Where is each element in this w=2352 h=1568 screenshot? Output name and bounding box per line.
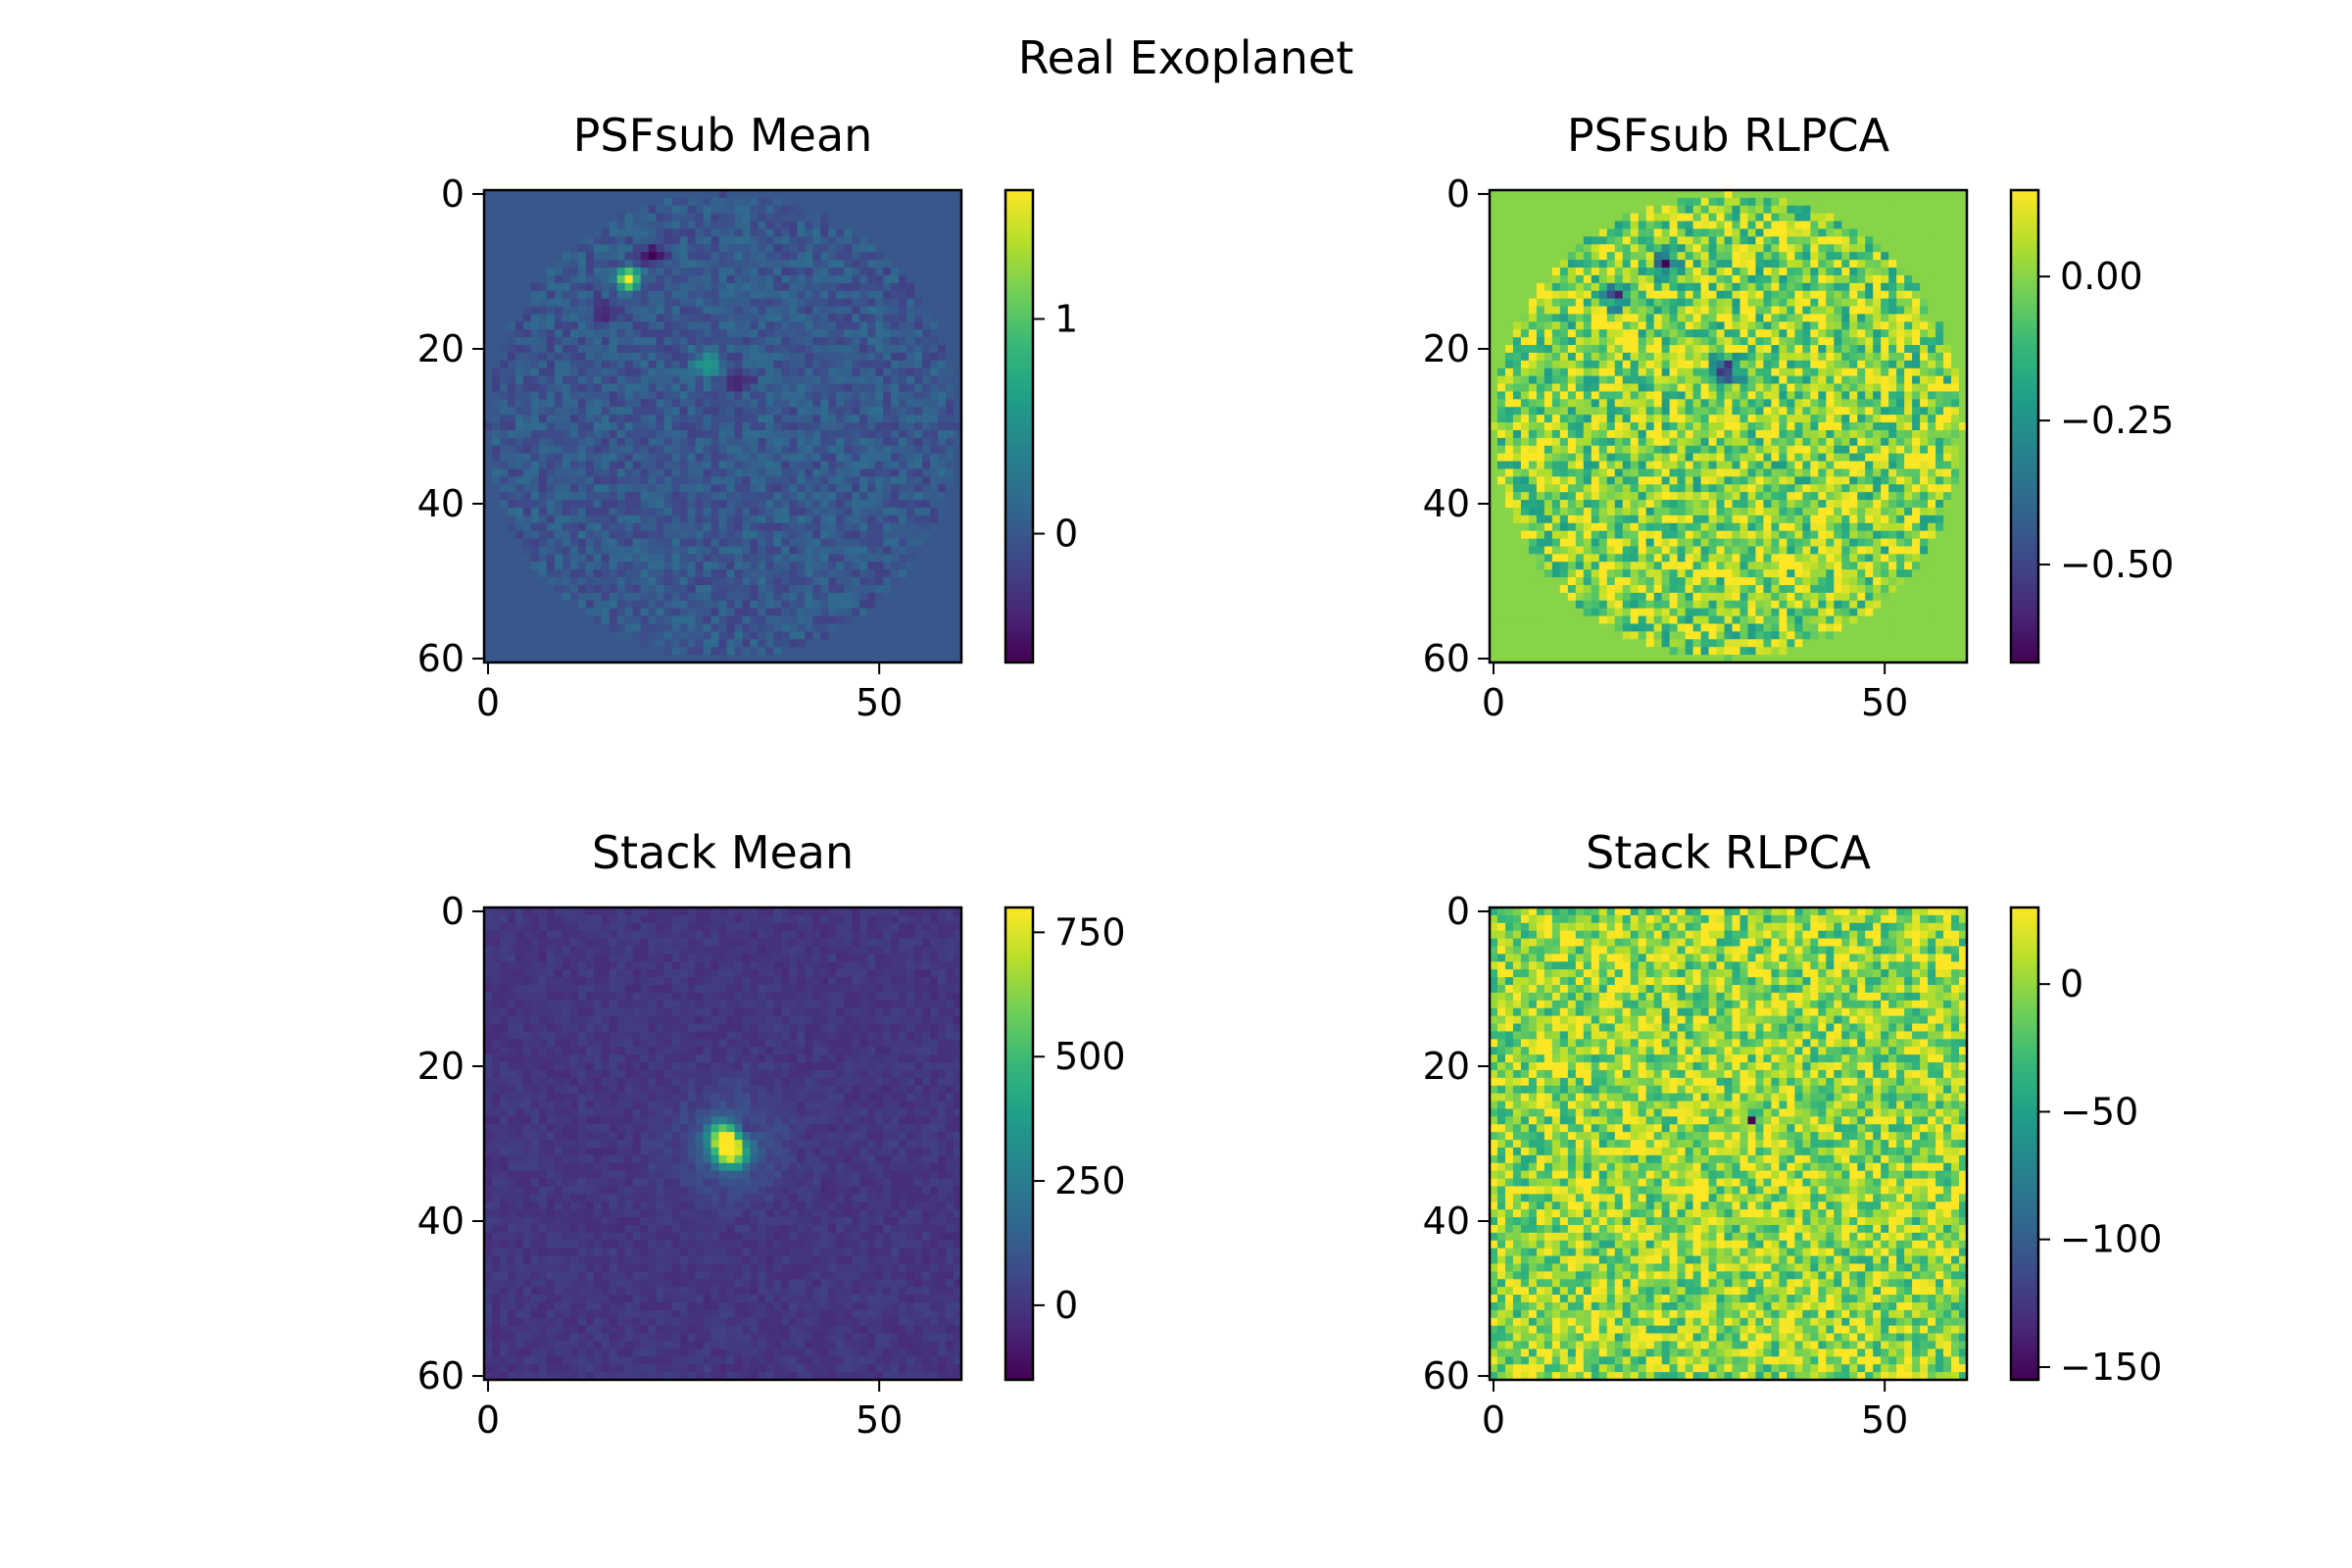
panel-title: Stack Mean: [592, 826, 854, 879]
panel-title: PSFsub Mean: [573, 109, 873, 162]
y-tick-label: 20: [1423, 327, 1470, 370]
x-tick-label: 50: [856, 1398, 903, 1442]
colorbar-tick-label: 0: [1054, 1284, 1078, 1327]
y-tick-label: 40: [1423, 1200, 1470, 1243]
x-tick-label: 0: [476, 1398, 500, 1442]
heatmap-image: [484, 190, 962, 663]
axes-frame: [1488, 906, 1969, 1382]
colorbar-tick-label: 0: [2060, 962, 2083, 1005]
colorbar-tick-label: 0.00: [2060, 255, 2143, 298]
panel-4: Stack RLPCA 0 50 0 20 40 60 0 −50 −100 −150: [1423, 826, 2163, 1442]
colorbar-tick-label: −150: [2060, 1346, 2162, 1389]
x-tick-label: 50: [1861, 681, 1908, 724]
colorbar-tick-label: −0.50: [2060, 543, 2174, 586]
heatmap-image: [1490, 190, 1968, 663]
y-tick-label: 0: [1446, 172, 1470, 216]
colorbar-frame: [2009, 188, 2040, 664]
colorbar: 0 −50 −100 −150: [2009, 906, 2162, 1389]
y-tick-label: 0: [441, 890, 465, 933]
colorbar-tick-label: 1: [1054, 297, 1078, 340]
y-tick-label: 60: [1423, 637, 1470, 680]
colorbar: 01: [1004, 188, 1078, 664]
x-tick-label: 0: [1482, 681, 1505, 724]
axes-frame: [482, 906, 963, 1382]
x-tick-label: 50: [1861, 1398, 1908, 1442]
heatmap-image: [1490, 907, 1968, 1381]
colorbar-frame: [2009, 906, 2040, 1382]
axes-frame: [1488, 188, 1969, 664]
colorbar: 0 250 500 750: [1004, 906, 1126, 1382]
colorbar-tick-label: −50: [2060, 1090, 2138, 1133]
colorbar-frame: [1004, 906, 1035, 1382]
y-tick-label: 60: [1423, 1354, 1470, 1397]
colorbar-tick-label: −0.25: [2060, 399, 2174, 442]
colorbar-tick-label: 250: [1054, 1159, 1126, 1202]
x-tick-label: 0: [1482, 1398, 1505, 1442]
colorbar-tick-label: 750: [1054, 910, 1126, 954]
y-tick-label: 20: [417, 327, 465, 370]
y-tick-label: 60: [417, 637, 465, 680]
panel-title: PSFsub RLPCA: [1567, 109, 1890, 162]
x-tick-label: 0: [476, 681, 500, 724]
panel-2: PSFsub RLPCA 0 50 0 20 40 60 0.00 −0.25 −0.50: [1423, 109, 2175, 724]
colorbar-tick-label: −100: [2060, 1218, 2162, 1261]
colorbar-frame: [1004, 188, 1035, 664]
y-tick-label: 20: [1423, 1045, 1470, 1088]
x-tick-label: 50: [856, 681, 903, 724]
colorbar-tick-label: 0: [1054, 513, 1078, 556]
panel-title: Stack RLPCA: [1586, 826, 1871, 879]
colorbar: 0.00 −0.25 −0.50: [2009, 188, 2174, 664]
y-tick-label: 40: [417, 482, 465, 525]
colorbar-tick-label: 500: [1054, 1035, 1126, 1078]
y-tick-label: 40: [417, 1200, 465, 1243]
y-tick-label: 0: [1446, 890, 1470, 933]
y-tick-label: 20: [417, 1045, 465, 1088]
y-tick-label: 0: [441, 172, 465, 216]
heatmap-image: [484, 907, 962, 1381]
figure-title: Real Exoplanet: [1018, 31, 1353, 84]
y-tick-label: 40: [1423, 482, 1470, 525]
y-tick-label: 60: [417, 1354, 465, 1397]
axes-frame: [482, 188, 963, 664]
